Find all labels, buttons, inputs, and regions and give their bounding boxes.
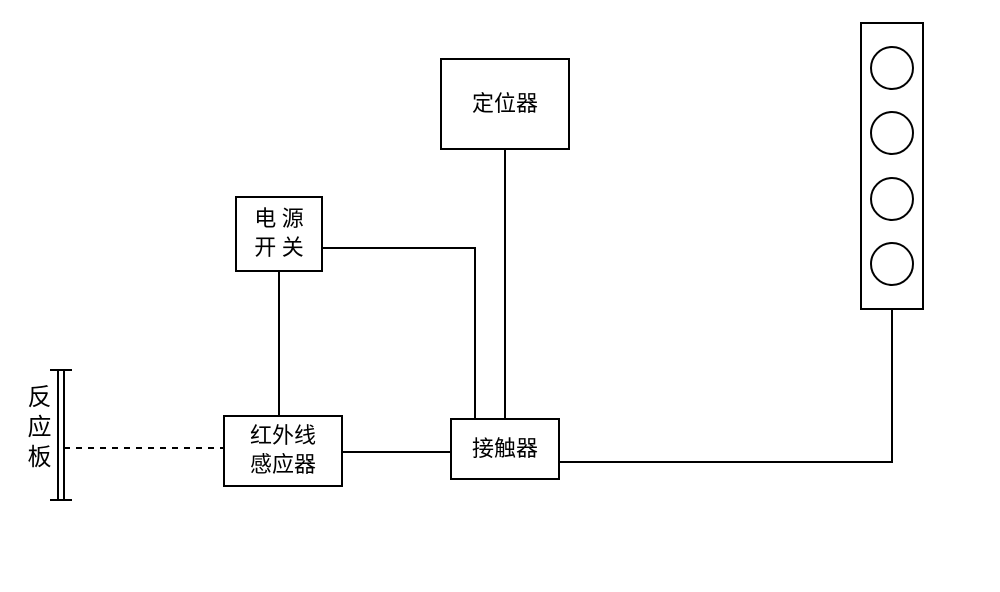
signal-lights-panel: [860, 22, 924, 310]
reaction-plate-bar: [50, 370, 72, 500]
wire-5: [560, 310, 892, 462]
signal-light-1: [870, 46, 914, 90]
wire-group: [279, 150, 892, 462]
signal-light-2: [870, 111, 914, 155]
infrared-sensor-block: 红外线 感应器: [223, 415, 343, 487]
contactor-block: 接触器: [450, 418, 560, 480]
power-switch-block: 电 源 开 关: [235, 196, 323, 272]
diagram-root: 反应板 定位器 电 源 开 关 红外线 感应器 接触器: [0, 0, 1000, 592]
wire-2: [323, 248, 475, 418]
locator-block: 定位器: [440, 58, 570, 150]
reaction-plate-label: 反应板: [24, 384, 48, 474]
signal-light-3: [870, 177, 914, 221]
signal-light-4: [870, 242, 914, 286]
